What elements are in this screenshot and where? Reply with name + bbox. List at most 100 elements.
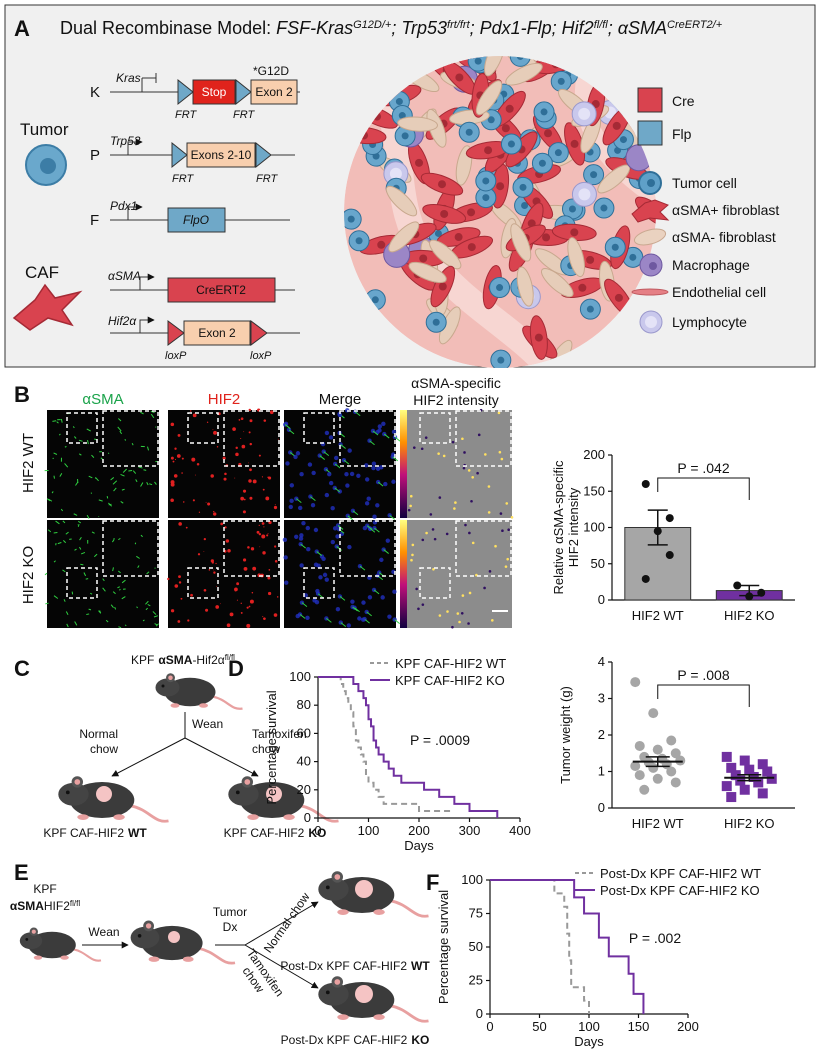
stain [366,611,372,617]
stain [307,462,313,467]
nucleus [467,208,476,217]
stain [248,431,251,434]
stain [295,613,300,619]
stain [56,421,59,424]
tumor-spot [168,931,180,943]
step-label: Dx [223,920,238,934]
stain [87,440,89,445]
stain [324,492,330,498]
data-point [675,755,686,766]
nucleus [467,243,476,252]
inset-box [455,520,512,577]
genotype: -Hif2α [192,653,224,667]
x-tick-label: HIF2 KO [724,816,775,831]
stain [499,512,503,515]
nucleus [554,149,562,157]
stain [240,496,245,501]
stain [421,603,425,606]
stain [112,567,114,572]
data-point [665,514,674,523]
stain [332,526,338,531]
stain [494,544,497,548]
stain [249,599,254,604]
nucleus [432,318,440,326]
stain [322,572,328,578]
y-tick-label: 50 [591,556,605,571]
inset-box [102,520,159,577]
stain [364,463,369,468]
stain [167,577,170,581]
data-point [726,762,737,773]
stain [375,503,380,508]
stain [312,598,317,603]
stain [229,612,234,617]
nucleus [570,228,579,237]
stain [170,609,175,613]
stain [354,607,360,613]
stain [177,620,181,623]
stain [118,626,122,629]
y-tick-label: 3 [598,691,605,706]
stain [347,515,354,521]
stain [417,607,420,611]
stain [318,575,323,580]
stain [246,623,251,628]
nucleus [465,128,473,136]
stain [392,456,399,462]
zoom-box [187,412,219,444]
stain [420,447,424,451]
nucleus [389,167,402,180]
y-tick-label: 0 [598,800,605,815]
stain [207,502,211,506]
stain [181,457,184,460]
step-label: chow [90,742,118,756]
stain [438,614,442,617]
stain [500,457,504,461]
stain [463,451,466,454]
panel-letter: C [14,656,30,681]
x-tick-label: 300 [459,823,481,838]
stain [274,545,277,548]
nucleus [401,132,409,140]
stain [327,472,332,477]
stain [261,534,266,539]
legend-label: KPF CAF-HIF2 WT [395,656,506,671]
stain [301,520,306,526]
stain [78,439,83,442]
nucleus [415,158,424,167]
stain [364,477,370,482]
nucleus [482,194,490,202]
stain [364,501,370,506]
step-label: Wean [192,717,223,731]
genotype: ; Trp53 [391,18,447,38]
stain [172,460,175,463]
stain [78,453,82,456]
stain [198,511,201,513]
stain [99,610,102,614]
stain [75,481,79,486]
gene-name: Hif2α [108,314,137,328]
stain [73,513,78,516]
stain [137,565,140,568]
nucleus [455,73,464,82]
stain [65,611,69,616]
stain [234,590,236,592]
stain [249,468,252,472]
nucleus [434,229,442,237]
stain [152,611,157,615]
fibroblast [429,239,462,270]
stain [107,502,113,507]
stain [411,553,414,557]
nucleus [600,204,608,212]
stain [52,457,54,460]
step-label: Normal chow [261,890,313,956]
stain [213,512,217,516]
data-point [665,551,674,560]
data-point [730,770,741,781]
fibroblast [385,185,418,217]
data-point [653,527,662,536]
group-text: KPF CAF-HIF2 [224,826,305,840]
mouse [226,774,340,823]
nucleus [347,215,355,223]
stain [283,555,288,560]
